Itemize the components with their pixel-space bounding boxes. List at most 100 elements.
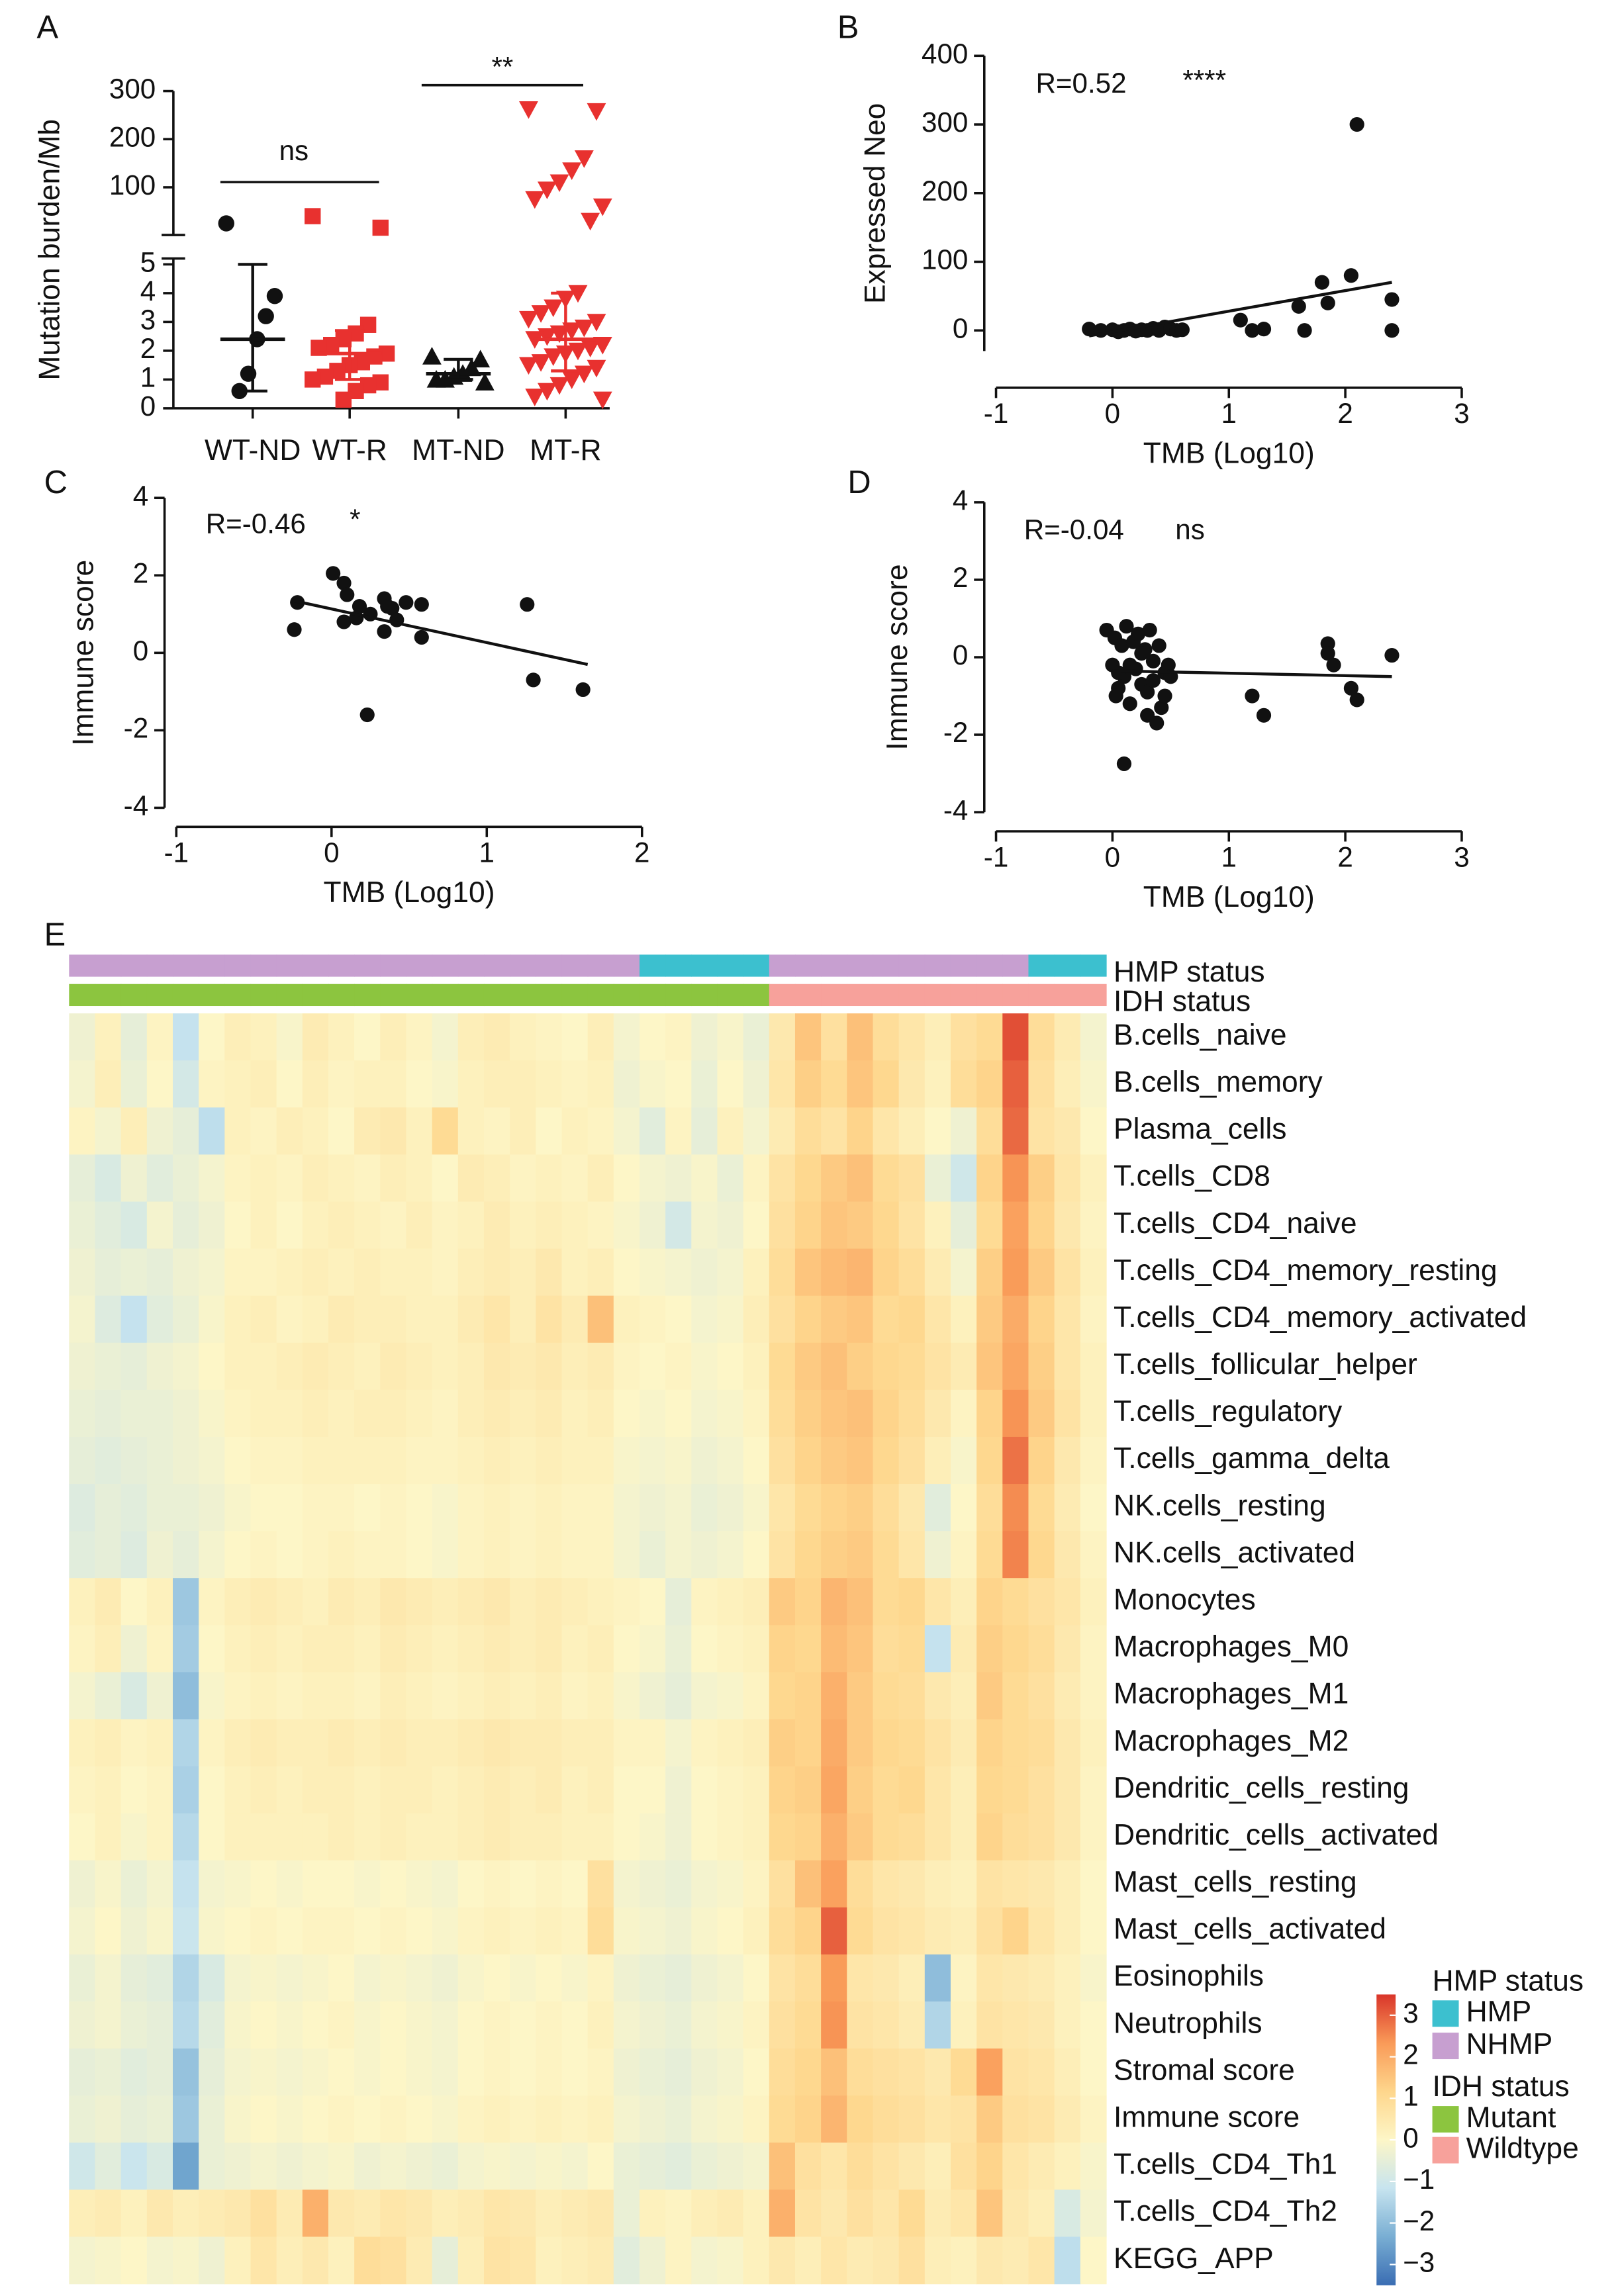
heatmap-cell (717, 1342, 744, 1391)
heatmap-cell (483, 2142, 510, 2191)
heatmap-cell (483, 1342, 510, 1391)
heatmap-cell (146, 2189, 173, 2238)
heatmap-cell (536, 1060, 563, 1108)
heatmap-cell (250, 1813, 277, 1861)
heatmap-cell (1054, 1154, 1081, 1203)
heatmap-cell (639, 1531, 666, 1579)
heatmap-cell (924, 2095, 951, 2143)
heatmap-cell (536, 1954, 563, 2002)
heatmap-cell (199, 2048, 225, 2096)
heatmap-cell (1054, 1813, 1081, 1861)
heatmap-cell (432, 1907, 459, 1955)
heatmap-cell (976, 2236, 1003, 2285)
annotation-cell (821, 954, 847, 977)
heatmap-cell (898, 1860, 926, 1908)
point (1233, 312, 1248, 328)
heatmap-cell (898, 1578, 926, 1626)
heatmap-cell (483, 1954, 510, 2002)
heatmap-cell (743, 1342, 770, 1391)
heatmap-cell (976, 1013, 1003, 1061)
heatmap-cell (276, 1060, 303, 1108)
annotation-cell (120, 954, 148, 977)
y-tick-label: 300 (109, 73, 156, 105)
heatmap-cell (613, 1436, 640, 1485)
heatmap-cell (717, 1248, 744, 1297)
color-tick-label: −3 (1403, 2247, 1435, 2278)
heatmap-cell (328, 1578, 355, 1626)
heatmap-cell (665, 1389, 692, 1438)
heatmap-cell (224, 1672, 252, 1720)
heatmap-cell (276, 1154, 303, 1203)
annotation-cell (380, 954, 407, 977)
heatmap-cell (1080, 1295, 1107, 1344)
point (549, 377, 569, 395)
row-label: Immune score (1114, 2101, 1300, 2133)
heatmap-cell (1054, 1860, 1081, 1908)
heatmap-cell (821, 1342, 847, 1391)
heatmap-cell (483, 1107, 510, 1156)
x-tick-label: -1 (164, 837, 189, 868)
point (266, 288, 283, 304)
heatmap-cell (457, 1436, 485, 1485)
heatmap-cell (717, 1389, 744, 1438)
x-axis-label: TMB (Log10) (324, 876, 495, 909)
annotation-cell (510, 954, 536, 977)
heatmap-cell (1028, 1201, 1055, 1250)
heatmap-cell (898, 2142, 926, 2191)
heatmap-cell (769, 2095, 796, 2143)
point (218, 215, 234, 232)
point (1140, 684, 1155, 700)
heatmap-cell (95, 1013, 122, 1061)
heatmap-cell (769, 1484, 796, 1532)
annotation-cell (432, 984, 459, 1007)
heatmap-cell (302, 1766, 329, 1814)
heatmap-cell (380, 2001, 407, 2049)
heatmap-cell (898, 1436, 926, 1485)
heatmap-cell (898, 1954, 926, 2002)
heatmap-cell (1002, 1342, 1029, 1391)
heatmap-cell (665, 1907, 692, 1955)
heatmap-cell (587, 2189, 614, 2238)
heatmap-cell (302, 1248, 329, 1297)
heatmap-cell (769, 1954, 796, 2002)
heatmap-cell (146, 1342, 173, 1391)
heatmap-cell (1054, 1389, 1081, 1438)
heatmap-cell (794, 1719, 822, 1767)
heatmap-cell (613, 1484, 640, 1532)
annotation-cell (483, 954, 510, 977)
heatmap-cell (691, 1860, 718, 1908)
heatmap-cell (743, 1766, 770, 1814)
heatmap-cell (224, 1531, 252, 1579)
row-label: T.cells_CD8 (1114, 1160, 1270, 1193)
heatmap-cell (691, 1248, 718, 1297)
heatmap-cell (950, 1248, 977, 1297)
heatmap-cell (587, 1154, 614, 1203)
heatmap-cell (457, 1248, 485, 1297)
heatmap-cell (691, 1719, 718, 1767)
point (1151, 638, 1166, 653)
heatmap-cell (354, 1484, 381, 1532)
heatmap-cell (172, 2001, 199, 2049)
heatmap-cell (483, 1201, 510, 1250)
heatmap-cell (639, 1907, 666, 1955)
heatmap-cell (146, 1860, 173, 1908)
annotation-cell (250, 984, 277, 1007)
heatmap-cell (1028, 1719, 1055, 1767)
heatmap-cell (821, 1954, 847, 2002)
heatmap-cell (613, 1342, 640, 1391)
point (372, 219, 389, 236)
point (587, 103, 606, 121)
heatmap-cell (510, 1389, 536, 1438)
y-tick-label: 100 (922, 244, 968, 275)
annotation-cell (328, 954, 355, 977)
heatmap-cell (898, 1295, 926, 1344)
heatmap-cell (199, 1531, 225, 1579)
heatmap-cell (639, 1060, 666, 1108)
heatmap-cell (794, 1060, 822, 1108)
heatmap-cell (769, 1578, 796, 1626)
annotation-cell (847, 954, 874, 977)
heatmap-cell (794, 1342, 822, 1391)
point (1343, 268, 1358, 283)
heatmap-cell (536, 1672, 563, 1720)
heatmap-cell (639, 2189, 666, 2238)
